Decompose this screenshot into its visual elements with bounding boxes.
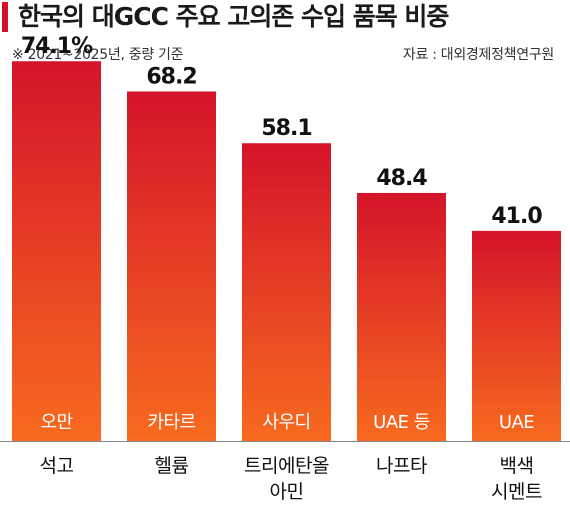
value-label-2: 58.1 bbox=[261, 116, 311, 141]
chart-subtitle: ※ 2021~2025년, 중량 기준 bbox=[12, 47, 184, 63]
country-label-1: 카타르 bbox=[147, 412, 195, 433]
value-label-3: 48.4 bbox=[376, 166, 427, 191]
title-accent-bar bbox=[2, 2, 8, 32]
chart-source: 자료 : 대외경제정책연구원 bbox=[402, 47, 554, 63]
category-label-0-0: 석고 bbox=[40, 455, 74, 477]
bar-3 bbox=[357, 192, 446, 441]
bar-2 bbox=[242, 143, 331, 442]
category-label-2-1: 아민 bbox=[270, 481, 304, 503]
value-label-1: 68.2 bbox=[146, 64, 196, 89]
category-label-1-0: 헬륨 bbox=[155, 455, 189, 477]
country-label-2: 사우디 bbox=[262, 412, 310, 433]
country-label-0: 오만 bbox=[40, 412, 72, 433]
bar-4 bbox=[472, 230, 561, 441]
country-label-4: UAE bbox=[499, 412, 534, 433]
category-label-2-0: 트리에탄올 bbox=[244, 455, 329, 477]
bar-0 bbox=[12, 61, 101, 442]
category-label-4-1: 시멘트 bbox=[491, 481, 542, 503]
country-label-3: UAE 등 bbox=[373, 412, 430, 433]
bar-1 bbox=[127, 91, 216, 441]
category-label-3-0: 나프타 bbox=[376, 455, 427, 477]
value-label-0: 74.1% bbox=[21, 34, 93, 59]
chart-title: 한국의 대GCC 주요 고의존 수입 품목 비중 bbox=[18, 2, 449, 31]
value-label-4: 41.0 bbox=[491, 204, 542, 229]
category-label-4-0: 백색 bbox=[500, 455, 534, 477]
